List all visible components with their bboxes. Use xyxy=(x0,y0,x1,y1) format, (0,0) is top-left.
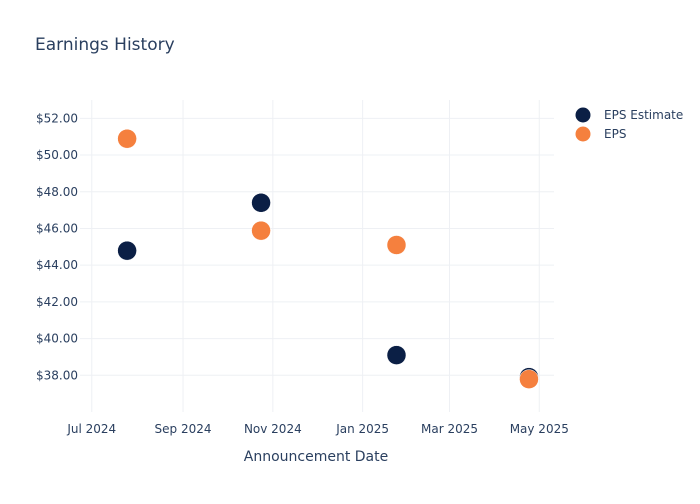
y-tick-label: $40.00 xyxy=(36,332,78,346)
x-tick-label: Jul 2024 xyxy=(66,422,116,436)
series-eps-estimate xyxy=(117,193,539,387)
grid-layer xyxy=(80,100,554,412)
y-tick-label: $50.00 xyxy=(36,148,78,162)
chart-title: Earnings History xyxy=(35,35,175,55)
y-tick-label: $52.00 xyxy=(36,111,78,125)
data-points xyxy=(117,128,539,389)
y-axis-ticks: $38.00 $40.00 $42.00 $44.00 $46.00 $48.00 $50.… xyxy=(36,111,78,382)
x-axis-ticks: Jul 2024 Sep 2024 Nov 2024 Jan 2025 Mar 2025… xyxy=(66,422,569,436)
legend-marker[interactable] xyxy=(575,107,591,123)
legend-marker[interactable] xyxy=(575,126,591,142)
data-point[interactable] xyxy=(251,220,271,241)
data-point[interactable] xyxy=(117,240,137,261)
data-point[interactable] xyxy=(117,128,137,149)
y-tick-label: $42.00 xyxy=(36,295,78,309)
y-tick-label: $38.00 xyxy=(36,368,78,382)
legend: EPS Estimate EPS xyxy=(575,107,683,142)
data-point[interactable] xyxy=(251,193,271,213)
x-tick-label: Mar 2025 xyxy=(421,422,478,436)
y-tick-label: $44.00 xyxy=(36,258,78,272)
legend-label[interactable]: EPS xyxy=(604,127,626,141)
legend-label[interactable]: EPS Estimate xyxy=(604,108,683,122)
y-tick-label: $46.00 xyxy=(36,221,78,235)
y-tick-label: $48.00 xyxy=(36,185,78,199)
x-axis-title: Announcement Date xyxy=(244,449,388,465)
x-tick-label: Jan 2025 xyxy=(335,422,389,436)
data-point[interactable] xyxy=(386,235,407,255)
data-point[interactable] xyxy=(519,369,539,389)
x-tick-label: Nov 2024 xyxy=(244,422,302,436)
series-eps xyxy=(117,128,539,389)
x-tick-label: Sep 2024 xyxy=(155,422,212,436)
data-point[interactable] xyxy=(386,345,407,365)
x-tick-label: May 2025 xyxy=(510,422,569,436)
